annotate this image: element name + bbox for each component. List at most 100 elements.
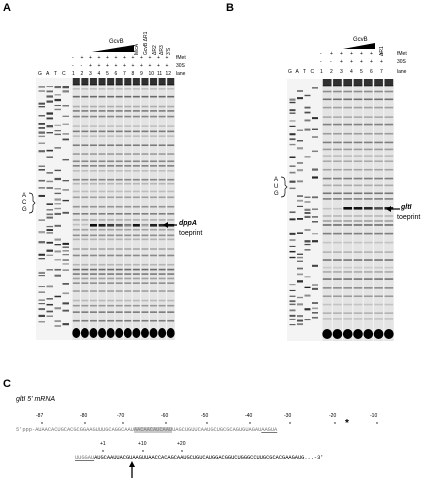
30s-mark: + bbox=[123, 63, 126, 69]
lane-number: 5 bbox=[106, 71, 109, 77]
panel-a-3s-label: 3'S bbox=[166, 47, 172, 55]
panel-a-gcvb-label: GcvB bbox=[109, 39, 124, 45]
panel-b-toeprint-arrow bbox=[386, 206, 400, 212]
lane-number: 5 bbox=[360, 69, 363, 75]
panel-b-gcvb-wedge bbox=[343, 43, 375, 49]
30s-mark: - bbox=[72, 63, 74, 69]
panel-c-letter: C bbox=[3, 378, 11, 390]
panel-a-toeprint-label: toeprint bbox=[179, 230, 203, 237]
30s-mark: + bbox=[360, 59, 363, 65]
pos-minus-80: -80 bbox=[80, 413, 88, 419]
panel-b-bracket bbox=[280, 176, 288, 198]
seq-segment-3: AAGUA bbox=[261, 427, 278, 433]
seq-lane-letter: T bbox=[54, 71, 58, 77]
fmet-mark: + bbox=[114, 55, 118, 61]
panel-b-toeprint-label: toeprint bbox=[397, 214, 421, 221]
lane-number: 2 bbox=[330, 69, 333, 75]
panel-b-30s-label: 30S bbox=[397, 59, 406, 65]
lane-number: 6 bbox=[370, 69, 373, 75]
panel-a-dr2-label: ΔR2 bbox=[152, 45, 158, 55]
panel-b-bracket-letter-2: U bbox=[274, 184, 279, 190]
fmet-mark: + bbox=[89, 55, 92, 61]
lane-number: 4 bbox=[350, 69, 353, 75]
30s-mark: - bbox=[80, 63, 83, 69]
pos-minus-20: -20 bbox=[329, 413, 337, 419]
pos-minus-10: -10 bbox=[370, 413, 378, 419]
panel-a-gene-label: dppA bbox=[179, 220, 197, 227]
pos-minus-87: -87 bbox=[36, 413, 44, 419]
bottom-tick-marks bbox=[102, 450, 183, 452]
fmet-mark: + bbox=[360, 51, 363, 57]
seq-highlighted-segment: AACAACAUCAAU bbox=[133, 427, 173, 433]
panel-a-bracket-letter-2: C bbox=[22, 200, 27, 206]
panel-a-gcvb-wedge bbox=[92, 45, 134, 52]
seq-lane-letter: C bbox=[62, 71, 66, 77]
30s-mark: + bbox=[97, 63, 101, 69]
panel-a-fmet-label: fMet bbox=[176, 55, 186, 61]
seq-lane-letter: A bbox=[295, 69, 299, 75]
seq-lane-letter: G bbox=[38, 71, 42, 77]
lane-number: 4 bbox=[97, 71, 101, 77]
seq-line2-coding: AUGCAAUUACGUAAGUUAACCACAGCAAUGCUGUCAUGGA… bbox=[94, 455, 305, 461]
fmet-mark: + bbox=[165, 55, 169, 61]
panel-a-bracket-letter-3: G bbox=[22, 207, 27, 213]
panel-b-gel-image bbox=[287, 79, 394, 341]
lane-number: 1 bbox=[72, 71, 75, 77]
fmet-mark: + bbox=[350, 51, 353, 57]
fmet-mark: + bbox=[157, 55, 160, 61]
lane-number: 7 bbox=[380, 69, 383, 75]
seq-line2-start: UUGGAU bbox=[75, 455, 95, 461]
pos-plus-20: +20 bbox=[177, 441, 186, 447]
sequence-line-2: UUGGAUAUGCAAUUACGUAAGUUAACCACAGCAAUGCUGU… bbox=[75, 455, 324, 461]
sequence-line-1: 5'ppp-AUAACACUGCACGCGGAAGUUUGCAGGCAAUAAC… bbox=[16, 427, 277, 433]
fmet-mark: + bbox=[340, 51, 343, 57]
lane-number: 6 bbox=[114, 71, 118, 77]
panel-b-letter: B bbox=[226, 2, 234, 14]
fmet-mark: + bbox=[80, 55, 84, 61]
panel-a-toeprint-arrow bbox=[163, 222, 177, 228]
panel-a-lane-label: lane bbox=[176, 71, 186, 77]
30s-mark: + bbox=[131, 63, 135, 69]
seq-lane-letter: C bbox=[310, 69, 315, 75]
panel-a-bracket bbox=[28, 192, 36, 214]
fmet-mark: - bbox=[320, 51, 322, 57]
panel-a-bracket-letter-1: A bbox=[22, 193, 27, 199]
30s-mark: + bbox=[148, 63, 152, 69]
30s-mark: + bbox=[114, 63, 118, 69]
panel-a-dr3-label: ΔR3 bbox=[159, 45, 165, 55]
fmet-mark: + bbox=[123, 55, 126, 61]
panel-a-mica-label: MicA bbox=[134, 43, 140, 55]
pos-minus-40: -40 bbox=[245, 413, 253, 419]
30s-mark: + bbox=[89, 63, 92, 69]
panel-b-gene-label: gltI bbox=[401, 204, 412, 211]
30s-mark: + bbox=[140, 63, 143, 69]
seq-segment-1: AUAACACUGCACGCGGAAGUUUGCAGGCAAU bbox=[35, 427, 134, 433]
panel-b-lane-label: lane bbox=[397, 69, 407, 75]
fmet-mark: + bbox=[131, 55, 135, 61]
lane-number: 3 bbox=[89, 71, 92, 77]
fmet-mark: + bbox=[97, 55, 101, 61]
30s-mark: + bbox=[380, 59, 383, 65]
30s-mark: - bbox=[330, 59, 332, 65]
panel-c-title: gltI 5' mRNA bbox=[16, 396, 56, 403]
pos-minus-60: -60 bbox=[161, 413, 169, 419]
30s-mark: + bbox=[350, 59, 353, 65]
star-marker: * bbox=[345, 418, 349, 429]
fmet-mark: + bbox=[330, 51, 333, 57]
30s-mark: + bbox=[370, 59, 373, 65]
lane-number: 9 bbox=[140, 71, 143, 77]
lane-number: 7 bbox=[123, 71, 126, 77]
lane-number: 3 bbox=[340, 69, 343, 75]
seq-line2-end: ...-3' bbox=[304, 455, 324, 461]
panel-a-gcvb-dr1-label: GcvB ΔR1 bbox=[143, 31, 149, 55]
lane-number: 8 bbox=[131, 71, 135, 77]
seq-lane-letter: T bbox=[303, 69, 307, 75]
toeprint-position-arrow bbox=[129, 461, 135, 478]
fmet-mark: + bbox=[140, 55, 143, 61]
lane-number: 2 bbox=[80, 71, 84, 77]
fmet-mark: + bbox=[148, 55, 152, 61]
panel-a-30s-label: 30S bbox=[176, 63, 185, 69]
pos-minus-70: -70 bbox=[117, 413, 125, 419]
30s-mark: + bbox=[106, 63, 109, 69]
panel-b-fmet-label: fMet bbox=[397, 51, 407, 57]
